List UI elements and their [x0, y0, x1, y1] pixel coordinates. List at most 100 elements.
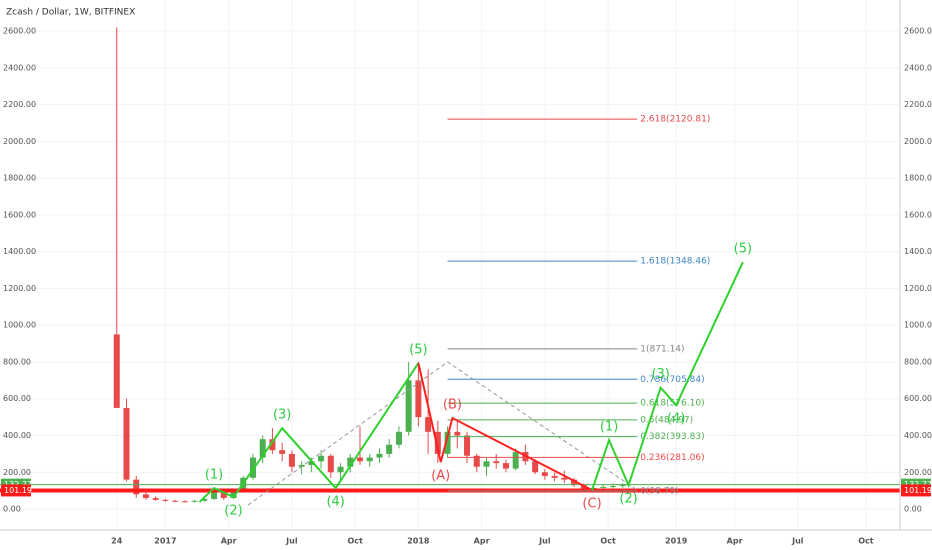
x-tick-label: Jul — [285, 537, 298, 546]
candle-body — [318, 455, 325, 462]
candle-body — [279, 450, 286, 454]
y-tick-label: 2400.00 — [3, 63, 36, 72]
y-tick-label: 400.00 — [3, 431, 31, 440]
fib-label: 0(98.79) — [640, 486, 679, 496]
fib-label: 0.236(281.06) — [640, 453, 704, 463]
x-tick-label: Oct — [347, 537, 363, 546]
wave-label: (3) — [651, 367, 669, 382]
candle-body — [230, 490, 237, 499]
y-tick-label: 2200.00 — [904, 100, 932, 109]
y-tick-label: 1000.00 — [904, 321, 932, 330]
candle-body — [357, 457, 363, 462]
candle-body — [298, 464, 305, 467]
candle-body — [580, 485, 587, 489]
fib-label: 0.786(705.84) — [640, 375, 704, 385]
y-tick-label: 600.00 — [904, 394, 932, 403]
candle-body — [425, 417, 432, 432]
wave-line — [591, 261, 744, 491]
candle-body — [551, 475, 558, 478]
candle-body — [327, 455, 334, 473]
y-tick-label: 600.00 — [3, 394, 31, 403]
x-tick-label: 2018 — [407, 537, 430, 546]
fib-label: 1(871.14) — [640, 344, 684, 354]
fib-label: 0.382(393.83) — [640, 432, 704, 442]
x-tick-label: Oct — [600, 537, 616, 546]
wave-line — [417, 362, 593, 491]
candle-body — [493, 461, 500, 464]
candle-body — [386, 444, 393, 454]
candle-body — [269, 439, 276, 451]
wave-label: (2) — [619, 492, 637, 507]
wave-label: (5) — [409, 343, 427, 358]
wave-label: (2) — [224, 504, 242, 519]
candle-body — [434, 431, 441, 454]
x-tick-label: Oct — [858, 537, 874, 546]
axes: 0.00 0.00 200.00 200.00 400.00 400.00 600.00 60… — [1, 27, 932, 546]
y-tick-label: 1200.00 — [904, 284, 932, 293]
candle-body — [561, 477, 568, 480]
wave-line — [198, 362, 420, 503]
candle-body — [113, 334, 120, 408]
candle-body — [259, 439, 266, 458]
candle-body — [366, 457, 373, 462]
candle-body — [483, 461, 490, 467]
candle-body — [512, 452, 519, 469]
candle-body — [191, 500, 198, 502]
y-tick-label: 1400.00 — [3, 247, 36, 256]
wave-label: (B) — [443, 398, 462, 413]
y-tick-label: 0.00 — [904, 505, 922, 514]
candle-body — [249, 457, 256, 478]
x-tick-label: Apr — [727, 537, 743, 546]
candle-body — [288, 453, 295, 467]
candle-body — [541, 472, 548, 476]
wave-label: (C) — [582, 497, 601, 512]
candle-body — [444, 431, 451, 454]
y-tick-label: 1800.00 — [3, 174, 36, 183]
y-tick-label: 1600.00 — [904, 210, 932, 219]
fib-label: 0.5(484.97) — [640, 415, 693, 425]
price-badge — [901, 484, 931, 497]
price-badge-label: 101.19 — [904, 486, 932, 495]
candle-body — [619, 484, 626, 487]
candle-body — [571, 479, 578, 486]
candle-body — [152, 498, 159, 500]
price-badge — [1, 484, 31, 497]
y-tick-label: 400.00 — [904, 431, 932, 440]
candle-body — [473, 455, 480, 467]
candle-body — [172, 500, 179, 502]
fib-label: 0.618(576.10) — [640, 399, 704, 409]
wave-label: (3) — [273, 408, 291, 423]
y-tick-label: 2000.00 — [904, 137, 932, 146]
candle-body — [532, 461, 539, 473]
y-tick-label: 800.00 — [3, 357, 31, 366]
candle-body — [181, 501, 188, 503]
y-tick-label: 1400.00 — [904, 247, 932, 256]
y-tick-label: 1200.00 — [3, 284, 36, 293]
candle-body — [376, 453, 383, 458]
x-tick-label: 24 — [111, 537, 123, 546]
wave-label: (1) — [600, 420, 618, 435]
y-tick-label: 2000.00 — [3, 137, 36, 146]
x-tick-label: Jul — [538, 537, 551, 546]
fib-label: 1.618(1348.46) — [640, 257, 710, 267]
chart-title: Zcash / Dollar, 1W, BITFINEX — [6, 8, 135, 18]
candle-body — [454, 431, 461, 436]
plot: 2.618(2120.81) 1.618(1348.46) 1(871.14) 0.7… — [0, 27, 900, 519]
candle-body — [609, 486, 616, 488]
candle-body — [464, 435, 471, 456]
y-tick-label: 2400.00 — [904, 63, 932, 72]
y-tick-label: 2600.00 — [3, 27, 36, 36]
candle-body — [405, 380, 412, 432]
candle-body — [201, 498, 208, 501]
candle-body — [220, 492, 227, 499]
candle-body — [162, 499, 169, 501]
wave-label: (A) — [431, 468, 450, 483]
y-tick-label: 800.00 — [904, 357, 932, 366]
y-tick-label: 0.00 — [3, 505, 21, 514]
y-tick-label: 1000.00 — [3, 321, 36, 330]
y-tick-label: 2600.00 — [904, 27, 932, 36]
wave-label: (1) — [205, 468, 223, 483]
fib-label: 2.618(2120.81) — [640, 115, 710, 125]
